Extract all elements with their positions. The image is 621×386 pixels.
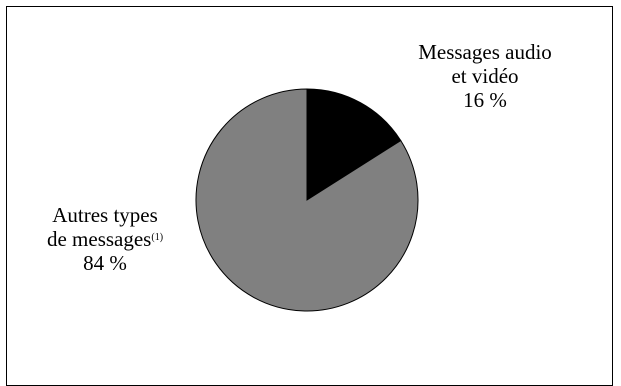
pie-chart — [195, 88, 419, 312]
slice-label-other: Autres types de messages(1) 84 % — [20, 203, 190, 275]
slice-value-other: 84 % — [83, 251, 127, 275]
slice-footnote-marker: (1) — [151, 232, 164, 243]
slice-label-audio-video-line2: et vidéo — [451, 64, 519, 88]
slice-value-audio-video: 16 % — [463, 88, 507, 112]
pie-slice-audio-video — [306, 88, 402, 201]
slice-label-other-line2-wrap: de messages(1) — [20, 227, 190, 251]
slice-label-audio-video-line1: Messages audio — [418, 40, 552, 64]
slice-label-audio-video: Messages audio et vidéo 16 % — [380, 40, 590, 112]
slice-label-other-line2: de messages — [46, 227, 152, 251]
pie-slice-other — [195, 88, 419, 312]
slice-label-other-line1: Autres types — [52, 203, 158, 227]
